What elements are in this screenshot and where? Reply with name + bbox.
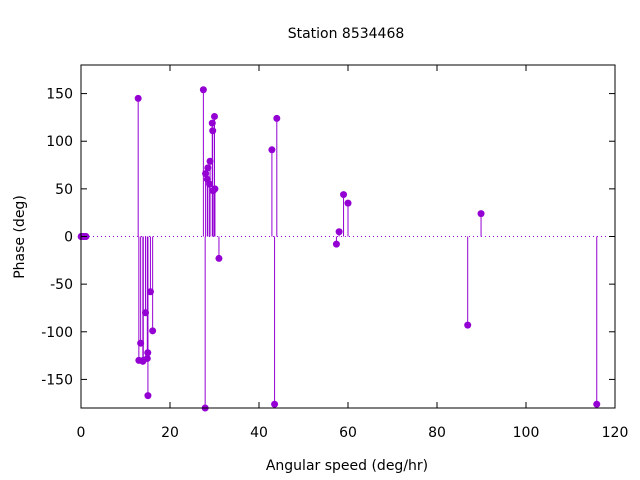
- x-tick-label: 120: [602, 425, 629, 441]
- x-axis-label: Angular speed (deg/hr): [266, 458, 428, 474]
- x-axis-ticks: 0 20 40 60 80 100 120: [77, 65, 629, 441]
- y-tick-label: 0: [64, 230, 73, 246]
- data-point: [344, 199, 352, 207]
- data-point: [211, 112, 218, 120]
- data-point: [271, 400, 279, 408]
- y-tick-label: -50: [50, 277, 73, 293]
- chart-title: Station 8534468: [288, 26, 405, 42]
- y-tick-label: -100: [41, 325, 73, 341]
- plot-area: [77, 86, 615, 412]
- data-point: [134, 94, 142, 102]
- x-tick-label: 80: [428, 425, 446, 441]
- y-axis-label: Phase (deg): [12, 195, 28, 279]
- data-point: [340, 191, 348, 199]
- x-tick-label: 40: [250, 425, 268, 441]
- x-tick-label: 20: [161, 425, 179, 441]
- plot-border: [80, 64, 616, 409]
- x-tick-label: 100: [513, 425, 540, 441]
- y-tick-label: 50: [55, 182, 73, 198]
- data-point: [335, 228, 343, 236]
- y-tick-label: -150: [41, 372, 73, 388]
- data-point: [332, 240, 340, 248]
- data-point: [215, 254, 223, 262]
- data-point: [211, 185, 219, 193]
- data-point: [149, 327, 157, 335]
- data-point: [593, 400, 601, 408]
- data-point: [464, 321, 472, 329]
- data-point: [209, 127, 217, 135]
- x-tick-label: 60: [339, 425, 357, 441]
- data-point: [143, 354, 151, 362]
- data-point: [144, 392, 152, 400]
- data-point: [477, 210, 485, 218]
- data-point: [268, 146, 276, 154]
- x-tick-label: 0: [77, 425, 86, 441]
- y-axis-ticks: -150 -100 -50 0 50 100 150: [41, 87, 615, 388]
- data-point: [199, 86, 207, 94]
- y-tick-label: 100: [46, 134, 73, 150]
- data-point: [273, 114, 281, 122]
- y-tick-label: 150: [46, 87, 73, 103]
